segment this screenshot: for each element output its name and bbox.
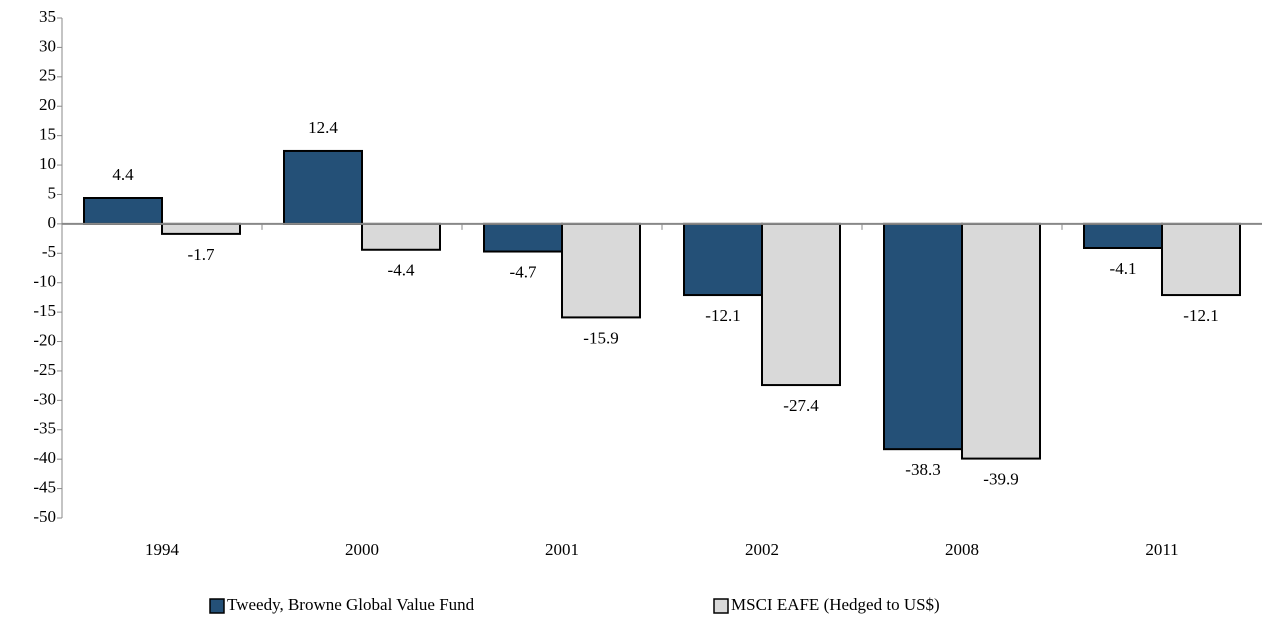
bar xyxy=(161,222,241,235)
bar xyxy=(483,222,563,253)
y-tick-label: -15 xyxy=(33,301,56,320)
x-tick-label: 2000 xyxy=(345,540,379,559)
bar xyxy=(361,222,441,251)
y-tick-label: 35 xyxy=(39,7,56,26)
value-label: -12.1 xyxy=(705,306,740,325)
y-tick-label: -35 xyxy=(33,419,56,438)
y-tick-label: 30 xyxy=(39,36,56,55)
value-label: -4.1 xyxy=(1110,259,1137,278)
y-tick-label: -20 xyxy=(33,330,56,349)
legend-label: Tweedy, Browne Global Value Fund xyxy=(227,595,475,614)
bar xyxy=(961,222,1041,460)
x-tick-label: 2001 xyxy=(545,540,579,559)
value-label: -4.4 xyxy=(388,261,415,280)
y-tick-label: 20 xyxy=(39,95,56,114)
y-tick-label: -45 xyxy=(33,477,56,496)
legend-swatch xyxy=(209,598,225,614)
legend-label: MSCI EAFE (Hedged to US$) xyxy=(731,595,940,614)
y-tick-label: 5 xyxy=(48,183,57,202)
value-label: -27.4 xyxy=(783,396,819,415)
y-tick-label: -5 xyxy=(42,242,56,261)
bar xyxy=(1083,222,1163,250)
bar xyxy=(683,222,763,297)
bar xyxy=(561,222,641,319)
bar xyxy=(883,222,963,451)
x-tick-label: 2011 xyxy=(1145,540,1178,559)
value-label: 12.4 xyxy=(308,118,338,137)
x-tick-label: 1994 xyxy=(145,540,180,559)
y-tick-label: 0 xyxy=(48,213,57,232)
bar xyxy=(761,222,841,387)
y-tick-label: 25 xyxy=(39,66,56,85)
y-tick-label: 15 xyxy=(39,125,56,144)
value-label: -12.1 xyxy=(1183,306,1218,325)
value-label: -4.7 xyxy=(510,262,537,281)
y-tick-label: -40 xyxy=(33,448,56,467)
x-tick-label: 2008 xyxy=(945,540,979,559)
value-label: -39.9 xyxy=(983,469,1018,488)
x-tick-label: 2002 xyxy=(745,540,779,559)
y-tick-label: -25 xyxy=(33,360,56,379)
value-label: -1.7 xyxy=(188,245,215,264)
legend-swatch xyxy=(713,598,729,614)
bar xyxy=(83,197,163,225)
y-tick-label: -30 xyxy=(33,389,56,408)
value-label: -15.9 xyxy=(583,328,618,347)
value-label: -38.3 xyxy=(905,460,940,479)
y-tick-label: -10 xyxy=(33,272,56,291)
bar xyxy=(283,149,363,225)
value-label: 4.4 xyxy=(112,165,134,184)
y-tick-label: -50 xyxy=(33,507,56,526)
y-tick-label: 10 xyxy=(39,154,56,173)
bar xyxy=(1161,222,1241,297)
